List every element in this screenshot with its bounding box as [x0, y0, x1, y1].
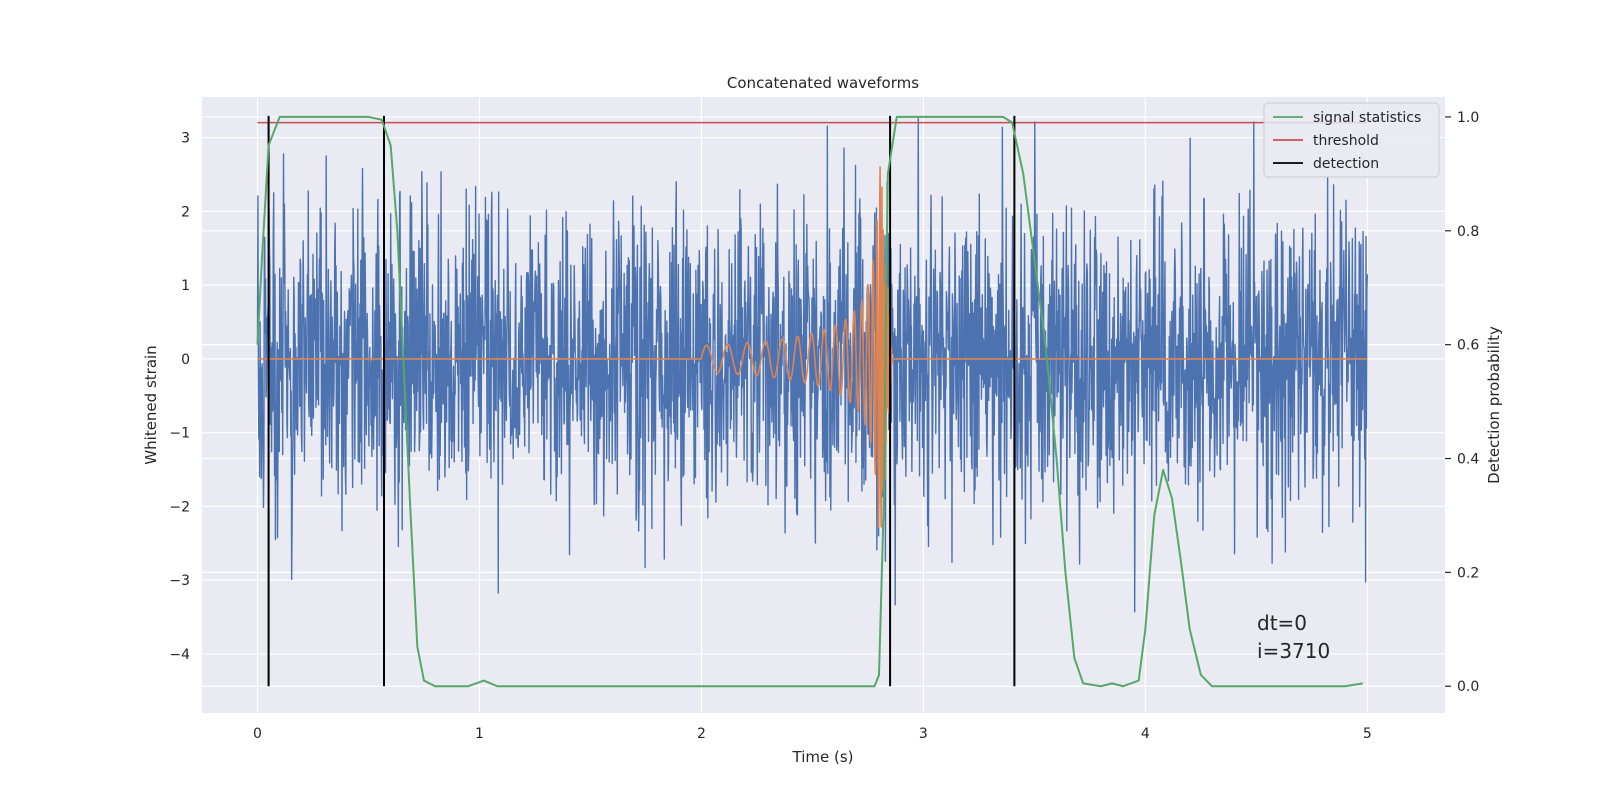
- y-tick-label: 0: [181, 352, 190, 368]
- y2-tick-label: 0.2: [1457, 565, 1479, 581]
- annotation-i: i=3710: [1257, 639, 1330, 663]
- detection-series: [267, 115, 1016, 687]
- y2-axis-ticks: 1.0 0.8 0.6 0.4 0.2 0.0: [1445, 110, 1479, 695]
- x-tick-label: 5: [1363, 726, 1372, 742]
- annotation-dt: dt=0: [1257, 611, 1307, 635]
- y-tick-label: 3: [181, 131, 190, 147]
- y2-tick-label: 0.6: [1457, 338, 1479, 354]
- y2-tick-label: 0.8: [1457, 224, 1479, 240]
- y-tick-label: −3: [169, 573, 190, 589]
- x-tick-label: 0: [253, 726, 262, 742]
- noise-series: [256, 117, 1369, 613]
- chart-title: Concatenated waveforms: [727, 74, 919, 92]
- y-axis-label: Whitened strain: [142, 345, 160, 464]
- grid-lines: [202, 97, 1445, 713]
- y-tick-label: −4: [169, 647, 190, 663]
- y2-axis-label: Detection probability: [1485, 326, 1503, 484]
- legend-box: [1263, 102, 1440, 178]
- chirp-line: [257, 166, 1368, 529]
- signal-statistics-line: [256, 115, 1364, 688]
- y-tick-label: 2: [181, 204, 190, 220]
- x-tick-label: 4: [1141, 726, 1150, 742]
- x-tick-label: 1: [475, 726, 484, 742]
- y2-tick-label: 0.4: [1457, 452, 1479, 468]
- x-axis-ticks: 0 1 2 3 4 5: [253, 726, 1372, 742]
- noise-line: [256, 117, 1369, 613]
- legend-label-threshold: threshold: [1313, 133, 1379, 149]
- chirp-series: [257, 166, 1368, 529]
- legend: signal statistics threshold detection: [1263, 102, 1440, 178]
- y2-tick-label: 1.0: [1457, 110, 1479, 126]
- x-tick-label: 3: [919, 726, 928, 742]
- y2-tick-label: 0.0: [1457, 679, 1479, 695]
- x-tick-label: 2: [697, 726, 706, 742]
- y-tick-label: −1: [169, 426, 190, 442]
- y-axis-ticks: 3 2 1 0 −1 −2 −3 −4: [169, 131, 190, 663]
- y-tick-label: −2: [169, 499, 190, 515]
- legend-label-detection: detection: [1313, 156, 1379, 172]
- x-axis-label: Time (s): [792, 748, 854, 766]
- y-tick-label: 1: [181, 278, 190, 294]
- signal-statistics-series: [256, 115, 1364, 688]
- legend-label-signal: signal statistics: [1313, 110, 1421, 126]
